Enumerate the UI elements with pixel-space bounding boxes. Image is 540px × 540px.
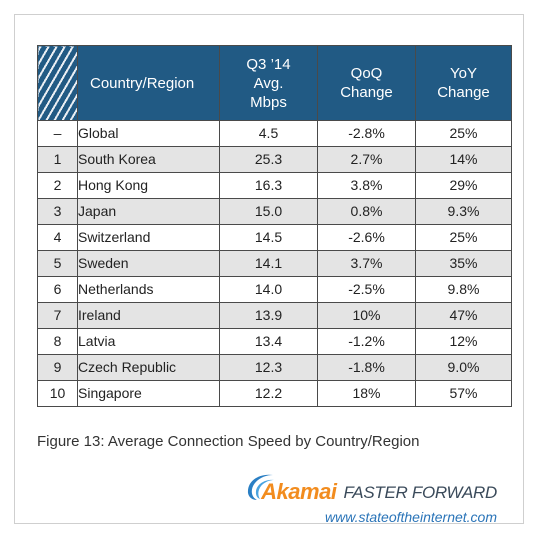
table-row: 1 South Korea 25.3 2.7% 14% (37, 146, 512, 173)
yoy-header: YoY Change (415, 45, 512, 121)
qoq-header-line: Change (340, 84, 393, 101)
rank-cell: 5 (37, 250, 78, 277)
table-body: – Global 4.5 -2.8% 25% 1 South Korea 25.… (37, 120, 512, 407)
country-cell: South Korea (77, 146, 220, 173)
connection-speed-table: Country/Region Q3 ’14 Avg. Mbps QoQ Chan… (37, 45, 512, 407)
speed-cell: 14.5 (219, 224, 318, 251)
rank-cell: 9 (37, 354, 78, 381)
qoq-cell: -2.8% (317, 120, 416, 147)
table-row: 5 Sweden 14.1 3.7% 35% (37, 250, 512, 277)
rank-cell: 8 (37, 328, 78, 355)
country-cell: Czech Republic (77, 354, 220, 381)
yoy-cell: 25% (415, 120, 512, 147)
yoy-cell: 25% (415, 224, 512, 251)
yoy-cell: 29% (415, 172, 512, 199)
figure-caption: Figure 13: Average Connection Speed by C… (37, 433, 420, 450)
speed-header: Q3 ’14 Avg. Mbps (219, 45, 318, 121)
qoq-cell: 0.8% (317, 198, 416, 225)
qoq-cell: -1.2% (317, 328, 416, 355)
table-row: 4 Switzerland 14.5 -2.6% 25% (37, 224, 512, 251)
table-row: 6 Netherlands 14.0 -2.5% 9.8% (37, 276, 512, 303)
rank-cell: 2 (37, 172, 78, 199)
speed-cell: 16.3 (219, 172, 318, 199)
speed-header-line: Q3 ’14 (246, 55, 291, 73)
akamai-swoosh-icon (243, 471, 277, 501)
country-cell: Latvia (77, 328, 220, 355)
speed-header-line: Avg. (253, 74, 284, 92)
speed-cell: 13.9 (219, 302, 318, 329)
rank-cell: 4 (37, 224, 78, 251)
akamai-brand-name: Akamai (261, 479, 337, 504)
akamai-logo: Akamai FASTER FORWARD (243, 474, 497, 505)
yoy-header-line: YoY (450, 65, 477, 82)
qoq-cell: -1.8% (317, 354, 416, 381)
country-cell: Switzerland (77, 224, 220, 251)
table-row: 8 Latvia 13.4 -1.2% 12% (37, 328, 512, 355)
rank-header (37, 45, 78, 121)
speed-cell: 14.0 (219, 276, 318, 303)
speed-cell: 13.4 (219, 328, 318, 355)
speed-cell: 12.2 (219, 380, 318, 407)
speed-cell: 4.5 (219, 120, 318, 147)
table-row: 7 Ireland 13.9 10% 47% (37, 302, 512, 329)
rank-cell: – (37, 120, 78, 147)
country-header: Country/Region (77, 45, 220, 121)
table-row: 10 Singapore 12.2 18% 57% (37, 380, 512, 407)
qoq-cell: 3.8% (317, 172, 416, 199)
yoy-cell: 9.0% (415, 354, 512, 381)
yoy-cell: 9.3% (415, 198, 512, 225)
rank-cell: 10 (37, 380, 78, 407)
table-row: – Global 4.5 -2.8% 25% (37, 120, 512, 147)
website-link[interactable]: www.stateoftheinternet.com (325, 509, 497, 525)
table-row: 9 Czech Republic 12.3 -1.8% 9.0% (37, 354, 512, 381)
yoy-cell: 9.8% (415, 276, 512, 303)
figure-card: Country/Region Q3 ’14 Avg. Mbps QoQ Chan… (14, 14, 524, 525)
qoq-cell: 10% (317, 302, 416, 329)
country-cell: Japan (77, 198, 220, 225)
speed-cell: 14.1 (219, 250, 318, 277)
qoq-cell: 3.7% (317, 250, 416, 277)
qoq-cell: 2.7% (317, 146, 416, 173)
rank-cell: 1 (37, 146, 78, 173)
qoq-cell: -2.5% (317, 276, 416, 303)
speed-cell: 15.0 (219, 198, 318, 225)
rank-cell: 7 (37, 302, 78, 329)
speed-header-line: Mbps (250, 93, 287, 111)
qoq-cell: -2.6% (317, 224, 416, 251)
speed-cell: 25.3 (219, 146, 318, 173)
country-cell: Netherlands (77, 276, 220, 303)
country-cell: Global (77, 120, 220, 147)
table-header-row: Country/Region Q3 ’14 Avg. Mbps QoQ Chan… (37, 45, 512, 121)
yoy-cell: 47% (415, 302, 512, 329)
yoy-cell: 12% (415, 328, 512, 355)
speed-cell: 12.3 (219, 354, 318, 381)
rank-cell: 6 (37, 276, 78, 303)
qoq-cell: 18% (317, 380, 416, 407)
table-row: 2 Hong Kong 16.3 3.8% 29% (37, 172, 512, 199)
rank-cell: 3 (37, 198, 78, 225)
country-cell: Sweden (77, 250, 220, 277)
qoq-header-line: QoQ (350, 65, 383, 82)
country-cell: Singapore (77, 380, 220, 407)
yoy-cell: 35% (415, 250, 512, 277)
yoy-header-line: Change (437, 84, 490, 101)
yoy-cell: 14% (415, 146, 512, 173)
yoy-cell: 57% (415, 380, 512, 407)
brand-tagline: FASTER FORWARD (343, 483, 497, 502)
country-cell: Ireland (77, 302, 220, 329)
country-cell: Hong Kong (77, 172, 220, 199)
qoq-header: QoQ Change (317, 45, 416, 121)
table-row: 3 Japan 15.0 0.8% 9.3% (37, 198, 512, 225)
